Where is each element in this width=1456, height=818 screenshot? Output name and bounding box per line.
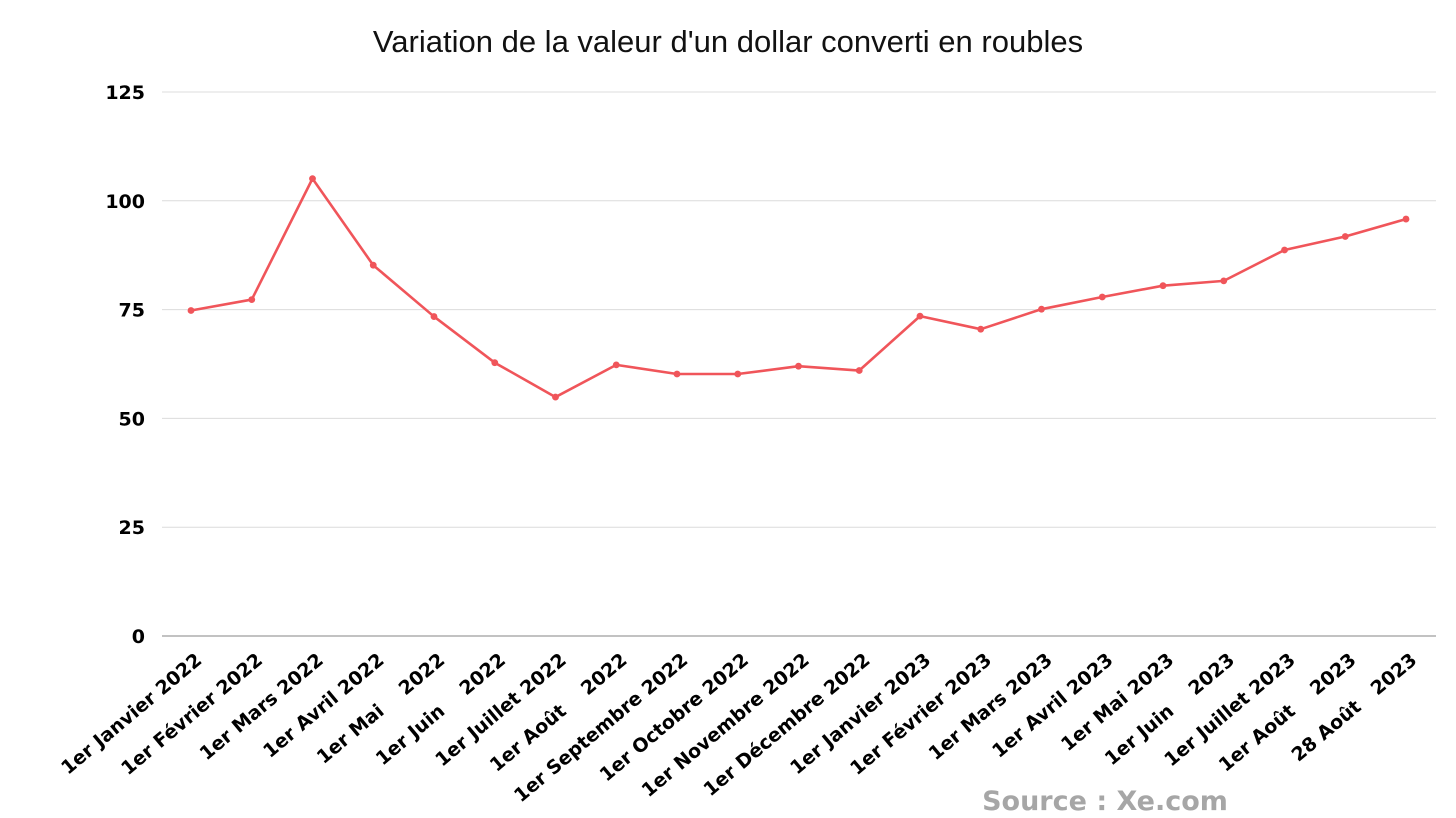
data-point <box>187 307 195 314</box>
y-tick-label: 25 <box>119 517 145 539</box>
chart-title: Variation de la valeur d'un dollar conve… <box>373 24 1083 59</box>
source-label: Source : Xe.com <box>982 786 1228 817</box>
y-tick-label: 75 <box>119 300 145 322</box>
data-point <box>309 175 316 183</box>
data-point <box>977 325 985 333</box>
data-point <box>612 361 620 369</box>
y-axis-ticks: 0 25 50 75 100 125 <box>105 82 145 648</box>
data-point <box>369 261 377 269</box>
data-point <box>491 359 499 367</box>
data-point <box>795 362 802 370</box>
data-point <box>430 313 438 320</box>
gridlines <box>162 91 1436 637</box>
data-point <box>1281 246 1288 254</box>
data-point <box>1098 293 1106 301</box>
data-point <box>855 367 863 374</box>
series-layer <box>187 175 1410 401</box>
data-point <box>552 393 559 401</box>
data-point <box>734 370 742 378</box>
data-point <box>1038 305 1045 313</box>
data-point <box>1402 215 1410 223</box>
y-tick-label: 50 <box>119 408 145 430</box>
data-point <box>1220 277 1228 285</box>
data-point <box>248 296 256 303</box>
data-point <box>916 312 924 320</box>
y-tick-label: 100 <box>105 191 145 213</box>
y-tick-label: 125 <box>105 82 145 104</box>
data-point <box>1341 233 1349 240</box>
data-point <box>673 370 681 378</box>
data-point <box>1159 282 1167 290</box>
y-tick-label: 0 <box>132 626 145 648</box>
